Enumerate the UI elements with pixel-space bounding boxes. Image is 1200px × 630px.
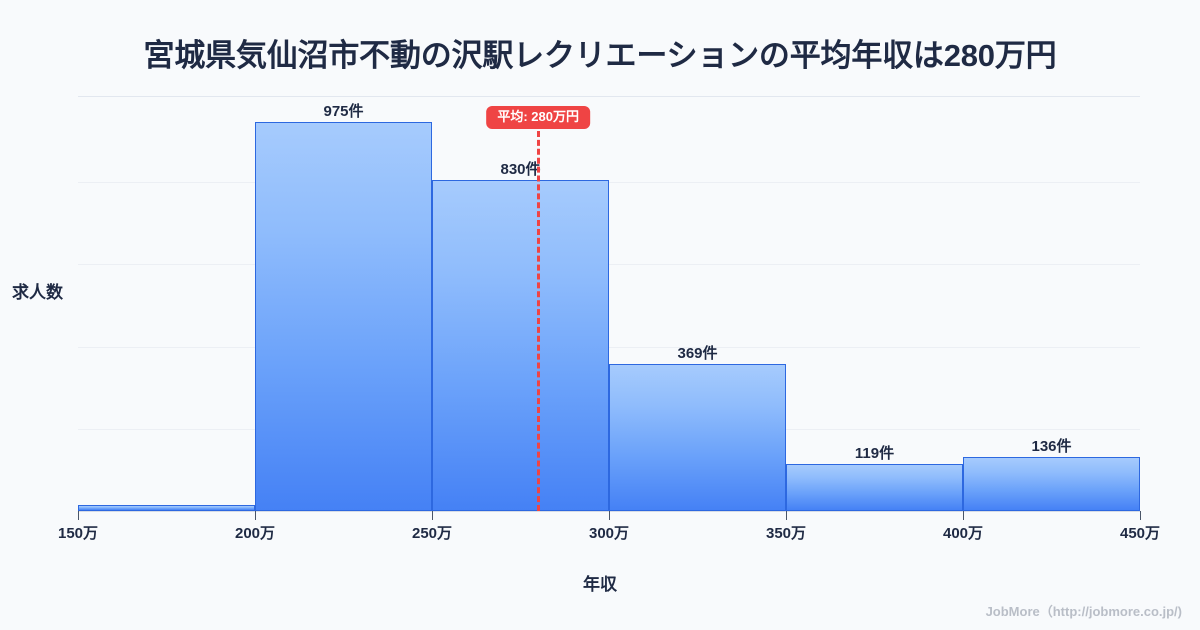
x-tick-mark [78, 511, 79, 520]
bar-value-label: 369件 [677, 344, 718, 362]
gridline [78, 346, 1140, 348]
y-axis-title: 求人数 [12, 283, 63, 302]
bar-200万-250万[interactable] [255, 121, 432, 511]
x-tick-mark [432, 511, 433, 520]
x-tick-mark [1140, 511, 1141, 520]
x-tick-label: 300万 [588, 525, 630, 542]
x-axis-title: 年収 [583, 575, 617, 594]
footer-credit: JobMore（http://jobmore.co.jp/) [985, 604, 1182, 619]
x-tick-mark [609, 511, 610, 520]
gridline [78, 264, 1140, 266]
bar-300万-350万[interactable] [609, 363, 786, 511]
x-tick-mark [963, 511, 964, 520]
bar-value-label: 119件 [854, 444, 895, 462]
x-tick-mark [786, 511, 787, 520]
bar-250万-300万[interactable] [432, 179, 609, 511]
bar-value-label: 975件 [323, 102, 364, 120]
x-tick-label: 250万 [411, 525, 453, 542]
bar-value-label: 136件 [1031, 437, 1072, 455]
bar-350万-400万[interactable] [786, 463, 963, 511]
x-tick-label: 450万 [1119, 525, 1161, 542]
bar-value-label: 830件 [500, 160, 541, 178]
x-tick-label: 150万 [57, 525, 99, 542]
average-line [536, 131, 540, 511]
x-tick-label: 350万 [765, 525, 807, 542]
x-tick-label: 200万 [234, 525, 276, 542]
x-tick-label: 400万 [942, 525, 984, 542]
bar-150万-200万[interactable] [78, 505, 255, 511]
title-divider [78, 96, 1140, 97]
bar-400万-450万[interactable] [963, 456, 1140, 511]
gridline [78, 182, 1140, 184]
x-tick-mark [255, 511, 256, 520]
page-title: 宮城県気仙沼市不動の沢駅レクリエーションの平均年収は280万円 [143, 38, 1057, 73]
average-badge: 平均: 280万円 [486, 106, 591, 130]
